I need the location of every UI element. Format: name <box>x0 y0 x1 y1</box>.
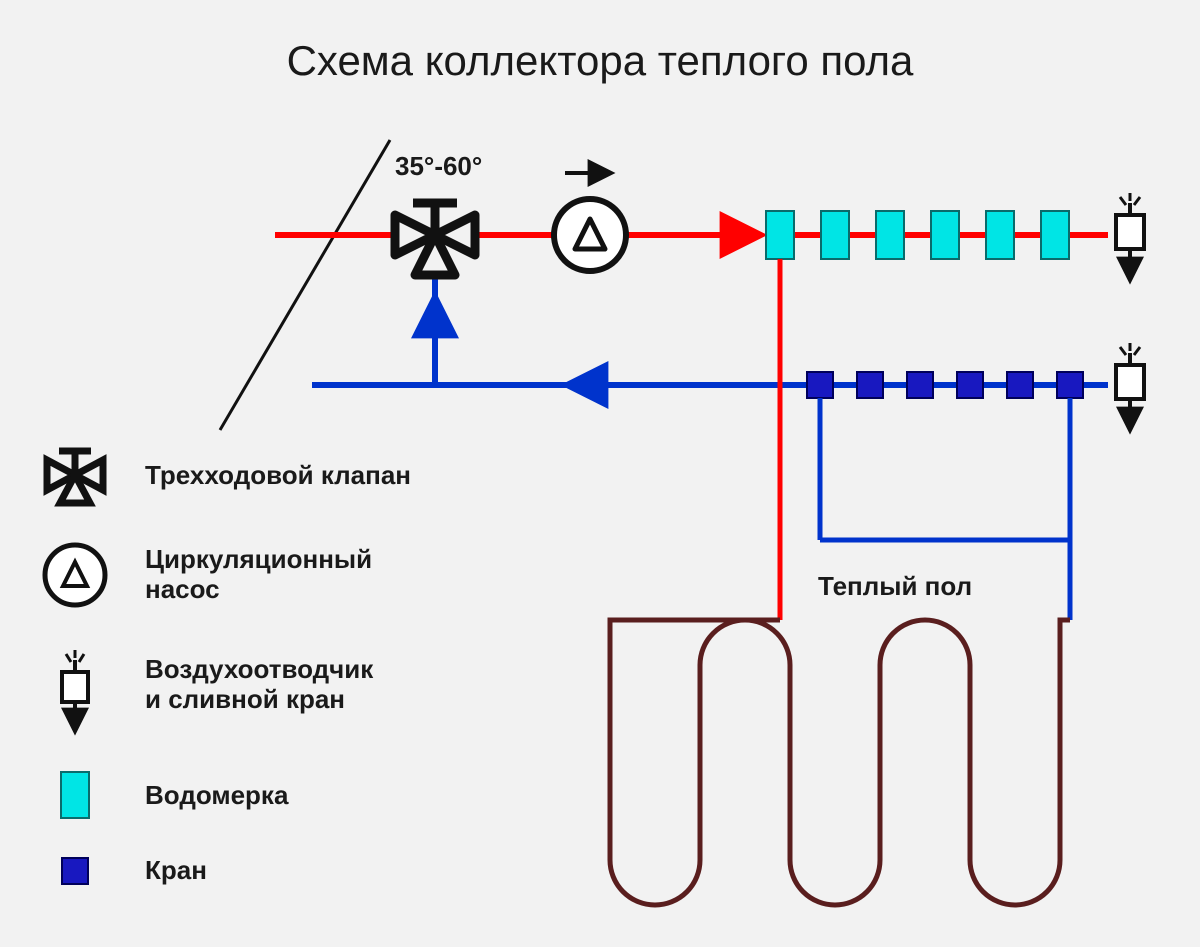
legend-valve-icon <box>47 451 103 503</box>
air-vent-return <box>1116 343 1144 429</box>
legend: Трехходовой клапан Циркуляционный насос … <box>45 451 411 885</box>
circulation-pump <box>554 199 626 271</box>
legend-pump-icon <box>45 545 105 605</box>
floor-label: Теплый пол <box>818 571 972 601</box>
air-vent-supply <box>1116 193 1144 279</box>
legend-flowmeter-label: Водомерка <box>145 780 289 810</box>
diagram-canvas: Схема коллектора теплого пола 35°-60° <box>0 0 1200 947</box>
legend-airvent-icon <box>62 650 88 730</box>
legend-airvent-label-1: Воздухоотводчик <box>145 654 374 684</box>
legend-airvent-label-2: и сливной кран <box>145 684 345 714</box>
diagram-title: Схема коллектора теплого пола <box>287 37 914 84</box>
floor-loops <box>610 620 1070 905</box>
temp-label: 35°-60° <box>395 151 482 181</box>
legend-pump-label-2: насос <box>145 574 220 604</box>
legend-flowmeter-icon <box>61 772 89 818</box>
legend-tap-label: Кран <box>145 855 207 885</box>
three-way-valve <box>395 203 475 275</box>
legend-tap-icon <box>62 858 88 884</box>
legend-pump-label-1: Циркуляционный <box>145 544 372 574</box>
legend-valve-label: Трехходовой клапан <box>145 460 411 490</box>
